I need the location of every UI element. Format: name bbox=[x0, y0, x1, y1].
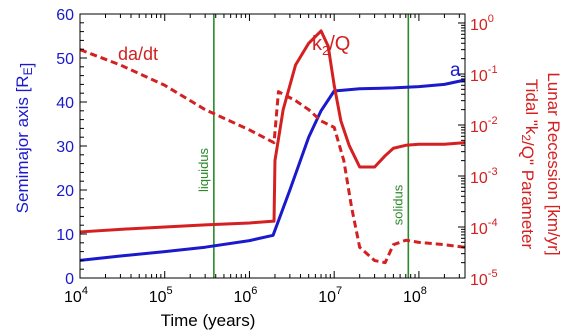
x-axis-label: Time (years) bbox=[161, 311, 256, 330]
x-tick-base: 10 bbox=[403, 289, 421, 306]
right-tick-exp: 0 bbox=[488, 13, 494, 25]
x-axis-ticks: 104 105 106 107 108 bbox=[64, 14, 460, 306]
right-tick-base: 10 bbox=[470, 68, 488, 85]
right-tick-base: 10 bbox=[470, 119, 488, 136]
right-tick-label: 10-4 bbox=[470, 217, 498, 238]
right-tick-exp: -3 bbox=[488, 166, 498, 178]
y-axis-label-right-inner: Tidal "k2/Q" Parameter bbox=[518, 79, 541, 250]
left-tick-label: 20 bbox=[56, 183, 74, 200]
annotation-tail: /Q bbox=[329, 33, 350, 55]
right-tick-label: 10-5 bbox=[470, 268, 498, 289]
x-tick-base: 10 bbox=[149, 289, 167, 306]
right-tick-base: 10 bbox=[470, 170, 488, 187]
x-tick-base: 10 bbox=[64, 289, 82, 306]
right-tick-exp: -5 bbox=[488, 268, 498, 280]
annotation-text: k bbox=[312, 33, 323, 55]
x-tick-label: 107 bbox=[318, 285, 342, 306]
annotation-dadt: da/dt bbox=[118, 44, 158, 64]
left-tick-label: 0 bbox=[65, 271, 74, 288]
series-line-dadt bbox=[79, 48, 466, 265]
x-tick-base: 10 bbox=[233, 289, 251, 306]
annotation-a: a bbox=[450, 60, 461, 81]
left-tick-label: 10 bbox=[56, 227, 74, 244]
right-tick-label: 10-1 bbox=[470, 64, 498, 85]
x-tick-exp: 5 bbox=[167, 285, 173, 297]
left-tick-label: 40 bbox=[56, 95, 74, 112]
x-tick-exp: 4 bbox=[82, 285, 88, 297]
marker-label-liquidus: liquidus bbox=[196, 147, 211, 192]
x-tick-label: 106 bbox=[233, 285, 257, 306]
annotation-text: a bbox=[450, 60, 461, 81]
x-tick-base: 10 bbox=[318, 289, 336, 306]
right-tick-label: 10-2 bbox=[470, 115, 498, 136]
marker-label-solidus: solidus bbox=[390, 184, 405, 225]
x-tick-exp: 8 bbox=[421, 285, 427, 297]
x-tick-label: 108 bbox=[403, 285, 427, 306]
right-tick-base: 10 bbox=[470, 272, 488, 289]
annotation-k2q: k2/Q bbox=[312, 33, 350, 58]
left-tick-label: 60 bbox=[56, 7, 74, 24]
right-tick-base: 10 bbox=[470, 221, 488, 238]
annotation-text: da/dt bbox=[118, 44, 158, 64]
annotations: da/dt k2/Q a bbox=[118, 33, 461, 81]
right-tick-label: 10-3 bbox=[470, 166, 498, 187]
x-tick-label: 104 bbox=[64, 285, 88, 306]
y-axis-label-right-outer: Lunar Recession [km/yr] bbox=[544, 72, 563, 255]
series-group bbox=[79, 29, 466, 265]
annotation-subscript: 2 bbox=[322, 43, 329, 58]
series-line-a bbox=[79, 78, 466, 262]
right-tick-exp: -4 bbox=[488, 217, 498, 229]
right-tick-base: 10 bbox=[470, 17, 488, 34]
left-tick-label: 30 bbox=[56, 139, 74, 156]
right-tick-exp: -1 bbox=[488, 64, 498, 76]
y-axis-label-left: Semimajor axis [RE] bbox=[13, 63, 36, 214]
x-tick-label: 105 bbox=[149, 285, 173, 306]
series-line-k2q bbox=[79, 29, 466, 234]
left-axis-ticks: 0 10 20 30 40 50 60 bbox=[56, 7, 87, 288]
right-tick-exp: -2 bbox=[488, 115, 498, 127]
right-tick-label: 100 bbox=[470, 13, 494, 34]
left-tick-label: 50 bbox=[56, 51, 74, 68]
x-tick-exp: 7 bbox=[336, 285, 342, 297]
x-tick-exp: 6 bbox=[251, 285, 257, 297]
